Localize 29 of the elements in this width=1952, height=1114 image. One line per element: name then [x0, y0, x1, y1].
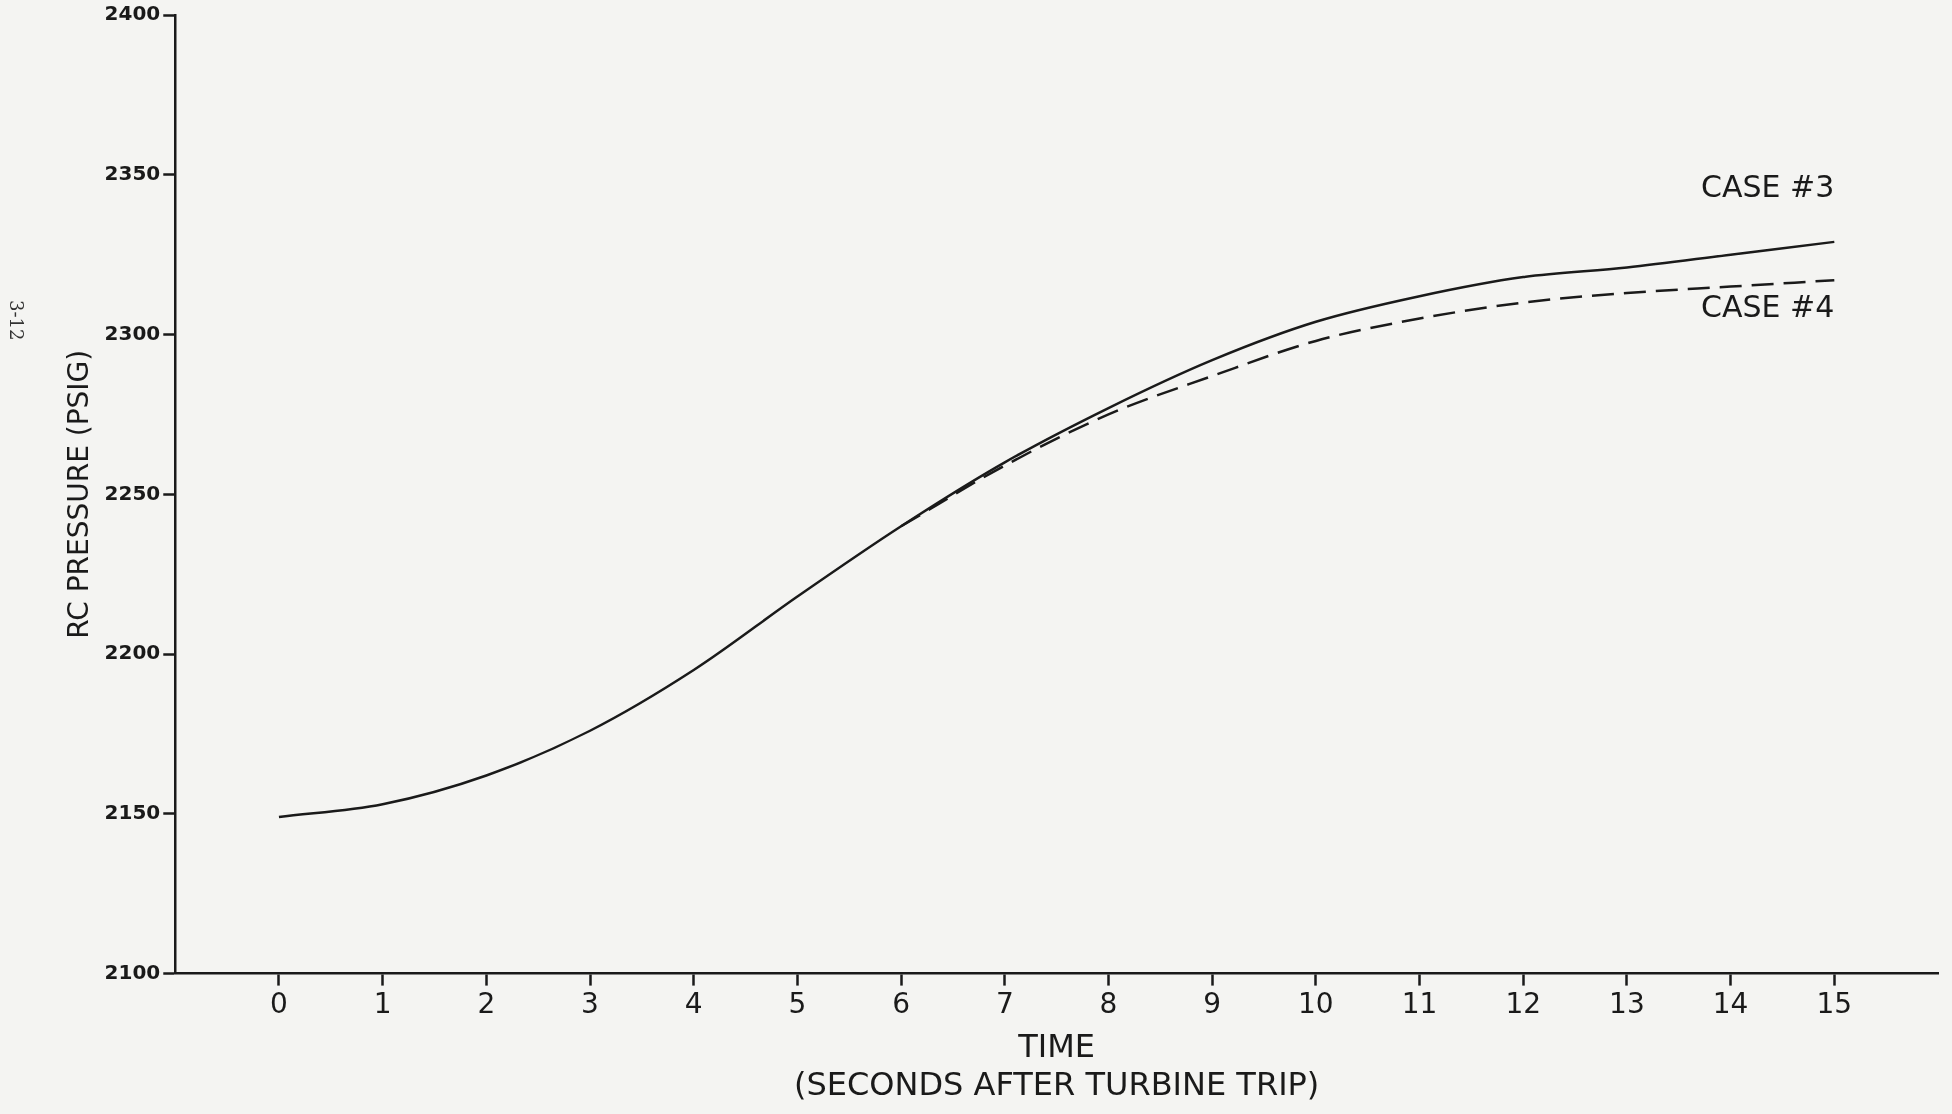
- x-tick-label: 11: [1401, 986, 1438, 1020]
- x-tick-label: 8: [1099, 986, 1118, 1020]
- x-tick-label: 2: [477, 986, 496, 1020]
- x-tick-label: 6: [892, 986, 911, 1020]
- y-tick-label: 2100: [104, 959, 161, 984]
- x-tick-label: 4: [684, 986, 703, 1020]
- y-tick-label: 2150: [104, 800, 161, 825]
- x-tick-label: 13: [1609, 986, 1645, 1020]
- line-series: [277, 240, 1836, 819]
- series-label: CASE #4: [1701, 289, 1835, 325]
- x-axis-title: TIME (SECONDS AFTER TURBINE TRIP): [793, 1026, 1320, 1104]
- x-tick-label: 12: [1505, 986, 1542, 1020]
- y-tick-label: 2350: [104, 160, 161, 185]
- x-tick-label: 14: [1712, 986, 1749, 1020]
- x-tick-label: 5: [788, 986, 807, 1020]
- x-tick-label: 0: [270, 986, 288, 1020]
- y-tick-label: 2250: [104, 480, 161, 505]
- x-tick-label: 10: [1298, 986, 1334, 1020]
- x-tick-label: 1: [373, 986, 392, 1020]
- x-tick-label: 15: [1816, 986, 1853, 1020]
- x-tick-label: 9: [1203, 986, 1222, 1020]
- x-tick-label: 3: [581, 986, 599, 1020]
- series-label: CASE #3: [1701, 168, 1835, 204]
- y-tick-label: 2300: [104, 320, 161, 345]
- text: 3-12: [6, 300, 27, 341]
- y-axis-title: RC PRESSURE (PSIG): [62, 349, 96, 639]
- y-tick-label: 2400: [104, 1, 161, 26]
- x-tick-label: 7: [995, 986, 1014, 1020]
- y-tick-label: 2200: [104, 640, 161, 665]
